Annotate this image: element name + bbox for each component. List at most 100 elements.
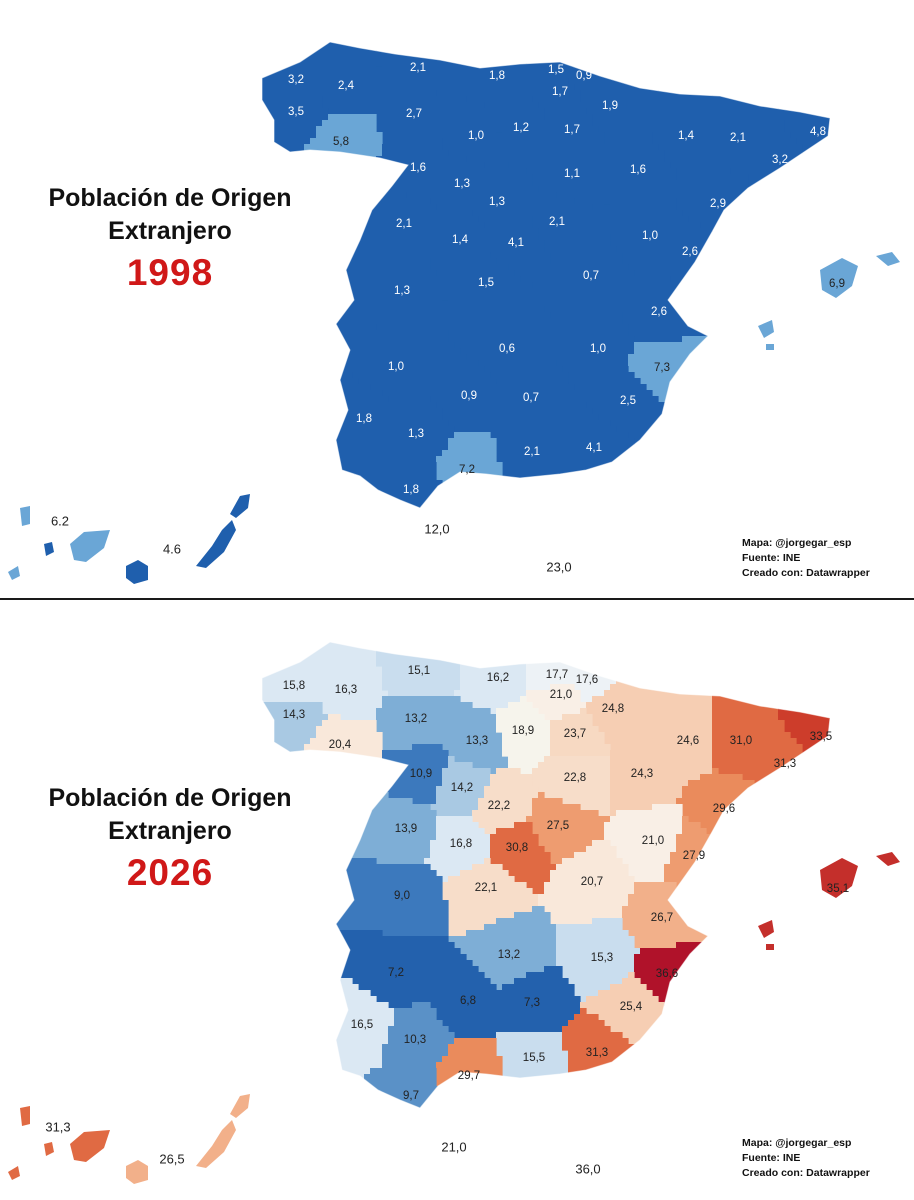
province-value-label: 3,5 <box>288 106 304 118</box>
province-area <box>424 816 491 883</box>
province-value-label: 2,5 <box>620 395 636 407</box>
province-value-label: 14,3 <box>283 709 305 721</box>
province-value-label: 1,0 <box>590 343 606 355</box>
province-value-label: 23,7 <box>564 728 586 740</box>
province-area <box>376 90 455 145</box>
province-value-label: 1,3 <box>408 428 424 440</box>
province-value-label: 1,4 <box>452 234 469 246</box>
province-area <box>442 702 509 775</box>
province-area <box>544 108 605 151</box>
province-value-label: 3,2 <box>772 154 788 166</box>
island-shape <box>196 520 236 568</box>
province-area <box>424 210 491 277</box>
coastline <box>261 641 831 1109</box>
region-value-label: 4.6 <box>163 541 181 556</box>
province-area <box>448 906 557 991</box>
province-area <box>754 816 830 1108</box>
province-value-label: 4,1 <box>508 237 524 249</box>
province-value-label: 13,2 <box>498 949 520 961</box>
island-shape <box>70 530 110 562</box>
province-cells <box>262 42 830 508</box>
province-value-label: 13,3 <box>466 735 488 747</box>
province-value-label: 1,4 <box>678 130 695 142</box>
province-value-label: 1,8 <box>489 70 505 82</box>
province-value-label: 2,6 <box>651 306 667 318</box>
region-value-label: 23,0 <box>546 559 571 574</box>
province-value-label: 1,5 <box>478 277 494 289</box>
province-value-label: 7,2 <box>388 967 404 979</box>
province-value-label: 29,6 <box>713 803 735 815</box>
map-title-block: Población de Origen Extranjero 1998 <box>20 182 320 294</box>
province-area <box>448 306 551 385</box>
province-value-label: 9,7 <box>403 1090 419 1102</box>
map-title-line-1: Población de Origen <box>48 184 292 212</box>
province-value-label: 1,5 <box>548 64 564 76</box>
province-area <box>604 132 683 211</box>
province-area <box>772 42 830 205</box>
province-value-label: 2,9 <box>710 198 726 210</box>
province-value-label: 31,0 <box>730 735 752 747</box>
province-area <box>526 186 605 265</box>
province-value-label: 16,5 <box>351 1019 373 1031</box>
province-value-label: 1,0 <box>468 130 484 142</box>
province-area <box>322 642 389 721</box>
province-value-label: 1,9 <box>602 100 618 112</box>
coastline <box>261 41 831 509</box>
island-shape <box>758 320 774 338</box>
province-value-label: 2,1 <box>549 216 565 228</box>
province-value-label: 0,9 <box>576 70 592 82</box>
province-area <box>370 642 461 697</box>
province-area <box>430 942 503 1039</box>
island-shape <box>8 566 20 580</box>
province-area <box>304 1068 455 1108</box>
province-value-label: 4,1 <box>586 442 602 454</box>
province-area <box>496 1032 569 1108</box>
province-value-label: 24,6 <box>677 735 699 747</box>
province-value-label: 1,3 <box>454 178 470 190</box>
province-value-label: 15,5 <box>523 1052 545 1064</box>
external-labels: 6.2 4.6 12,0 23,0 <box>51 513 572 574</box>
province-value-label: 1,7 <box>552 86 568 98</box>
island-shape <box>230 494 250 518</box>
region-value-label: 12,0 <box>424 521 449 536</box>
province-value-label: 1,0 <box>388 361 404 373</box>
province-area <box>292 462 455 508</box>
province-value-label: 15,1 <box>408 665 430 677</box>
map-title-line-1: Población de Origen <box>48 784 292 812</box>
province-area <box>376 696 461 751</box>
province-value-label: 15,8 <box>283 680 305 692</box>
island-shape <box>44 1142 54 1156</box>
province-area <box>322 42 383 115</box>
province-area <box>430 342 503 433</box>
province-area <box>622 882 755 949</box>
province-area <box>526 78 587 121</box>
province-value-label: 16,8 <box>450 838 472 850</box>
province-area <box>526 150 611 211</box>
province-value-label: 1,3 <box>394 285 410 297</box>
province-area <box>430 756 491 817</box>
province-area <box>496 696 551 775</box>
province-area <box>532 756 611 817</box>
province-value-label: 21,0 <box>642 835 664 847</box>
province-value-label: 27,9 <box>683 850 705 862</box>
province-area <box>442 96 503 169</box>
province-value-label: 31,3 <box>774 758 796 770</box>
credit-source: Fuente: INE <box>742 1152 801 1164</box>
province-area <box>490 216 551 289</box>
credit-map: Mapa: @jorgegar_esp <box>742 1137 852 1149</box>
province-value-label: 0,6 <box>499 343 515 355</box>
province-value-label: 30,8 <box>506 842 528 854</box>
province-value-label: 1,2 <box>513 122 529 134</box>
island-shape <box>8 1166 20 1180</box>
map-title-line-2: Extranjero <box>108 817 232 845</box>
province-area <box>604 198 683 277</box>
province-value-label: 0,7 <box>523 392 539 404</box>
province-area <box>550 708 611 757</box>
province-area <box>382 396 455 463</box>
province-value-label: 22,8 <box>564 772 586 784</box>
province-value-label: 0,7 <box>583 270 599 282</box>
province-area <box>442 252 539 331</box>
province-area <box>496 96 545 169</box>
region-value-label: 26,5 <box>159 1151 184 1166</box>
province-value-label: 17,7 <box>546 669 568 681</box>
